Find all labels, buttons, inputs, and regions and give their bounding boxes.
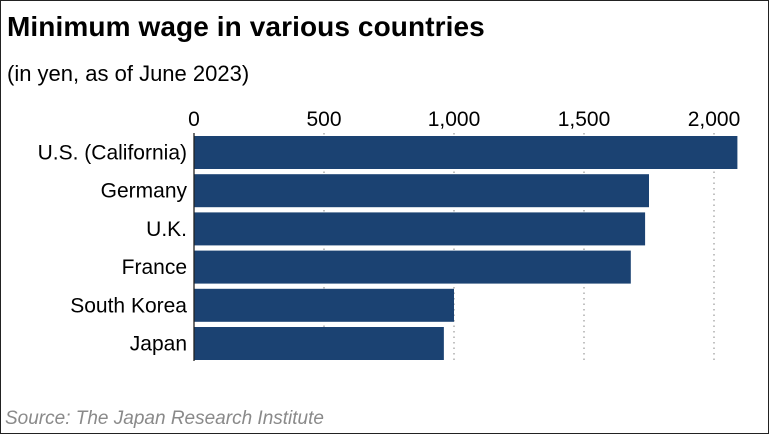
bar-france bbox=[194, 250, 631, 284]
bar-germany bbox=[194, 174, 649, 208]
x-tick-label: 500 bbox=[306, 108, 341, 131]
x-tick-label: 2,000 bbox=[688, 108, 741, 131]
x-axis-ticks: 0 500 1,000 1,500 2,000 bbox=[188, 108, 740, 131]
category-label: U.K. bbox=[146, 218, 187, 241]
category-label: France bbox=[122, 256, 187, 279]
category-labels: U.S. (California) Germany U.K. France South … bbox=[38, 142, 188, 356]
source-note: Source: The Japan Research Institute bbox=[5, 408, 324, 429]
x-tick-label: 0 bbox=[188, 108, 200, 131]
x-tick-label: 1,000 bbox=[428, 108, 481, 131]
category-label: Germany bbox=[101, 180, 188, 203]
x-tick-label: 1,500 bbox=[558, 108, 611, 131]
chart-subtitle: (in yen, as of June 2023) bbox=[7, 61, 250, 86]
category-label: U.S. (California) bbox=[38, 142, 187, 165]
bar-south-korea bbox=[194, 288, 454, 322]
bars bbox=[194, 136, 738, 360]
category-label: South Korea bbox=[70, 294, 187, 317]
chart-title: Minimum wage in various countries bbox=[7, 11, 485, 42]
bar-u-s-california bbox=[194, 136, 738, 169]
bar-u-k bbox=[194, 212, 646, 246]
bar-japan bbox=[194, 327, 444, 360]
category-label: Japan bbox=[130, 333, 187, 356]
